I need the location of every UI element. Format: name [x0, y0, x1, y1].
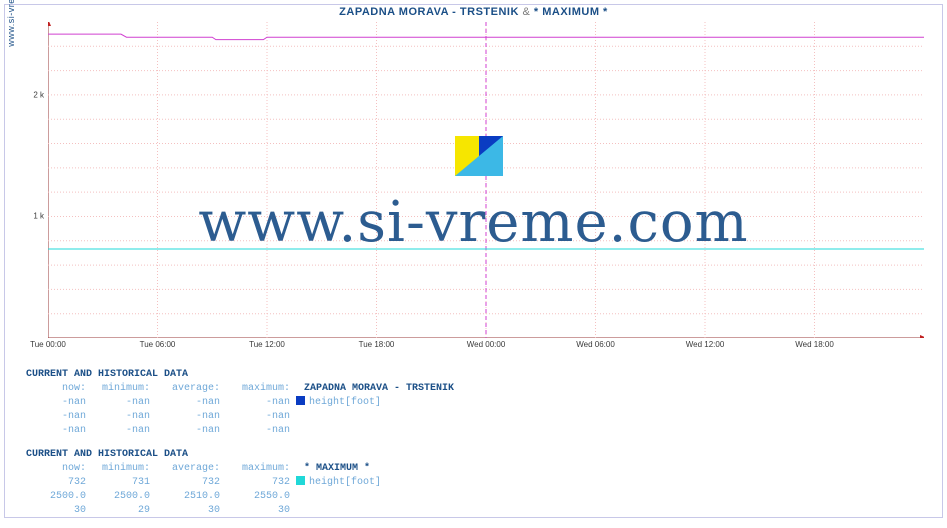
data-cell: -nan: [86, 396, 150, 410]
data-cell: 30: [26, 504, 86, 518]
x-tick-label: Tue 12:00: [249, 340, 285, 349]
data-row: -nan-nan-nan-nan: [26, 424, 927, 438]
data-row: 2500.02500.02510.02550.0: [26, 490, 927, 504]
data-cell: 732: [26, 476, 86, 490]
data-cell: 30: [150, 504, 220, 518]
data-cell: -nan: [220, 410, 290, 424]
data-cell: -nan: [220, 424, 290, 438]
data-cell: -nan: [86, 424, 150, 438]
col-header: average:: [150, 382, 220, 396]
data-row: -nan-nan-nan-nan: [26, 410, 927, 424]
data-cell: -nan: [26, 410, 86, 424]
x-tick-label: Tue 18:00: [359, 340, 395, 349]
x-tick-label: Tue 06:00: [140, 340, 176, 349]
data-columns: now:minimum:average:maximum:ZAPADNA MORA…: [26, 382, 927, 396]
col-header: maximum:: [220, 382, 290, 396]
data-cell: 2500.0: [26, 490, 86, 504]
x-tick-label: Wed 18:00: [795, 340, 834, 349]
data-cell: 2510.0: [150, 490, 220, 504]
data-cell: -nan: [26, 424, 86, 438]
x-tick-label: Wed 00:00: [467, 340, 506, 349]
x-tick-labels: Tue 00:00Tue 06:00Tue 12:00Tue 18:00Wed …: [48, 340, 924, 354]
data-block-header: CURRENT AND HISTORICAL DATA: [26, 448, 927, 462]
data-cell: 2500.0: [86, 490, 150, 504]
data-row: 732731732732height[foot]: [26, 476, 927, 490]
data-cell: 732: [150, 476, 220, 490]
x-tick-label: Wed 12:00: [686, 340, 725, 349]
data-cell: 29: [86, 504, 150, 518]
height-label: height[foot]: [290, 396, 381, 410]
col-header: minimum:: [86, 382, 150, 396]
plot-svg: [48, 22, 924, 338]
series-label: * MAXIMUM *: [290, 462, 370, 476]
col-header: maximum:: [220, 462, 290, 476]
data-cell: 732: [220, 476, 290, 490]
col-header: now:: [26, 382, 86, 396]
height-label: height[foot]: [290, 476, 381, 490]
data-row: 30293030: [26, 504, 927, 518]
title-ampersand: &: [522, 6, 530, 18]
data-cell: -nan: [150, 424, 220, 438]
title-left: ZAPADNA MORAVA - TRSTENIK: [339, 6, 519, 18]
data-columns: now:minimum:average:maximum:* MAXIMUM *: [26, 462, 927, 476]
y-tick-labels: 1 k 2 k: [16, 22, 44, 338]
col-header: average:: [150, 462, 220, 476]
plot-area: [48, 22, 924, 338]
y-tick-label: 1 k: [33, 212, 44, 221]
data-block: CURRENT AND HISTORICAL DATAnow:minimum:a…: [26, 448, 927, 518]
x-tick-label: Tue 00:00: [30, 340, 66, 349]
watermark-logo: [455, 136, 503, 176]
y-axis-label: www.si-vreme.com: [6, 0, 16, 85]
data-tables: CURRENT AND HISTORICAL DATAnow:minimum:a…: [26, 368, 927, 528]
chart-title: ZAPADNA MORAVA - TRSTENIK & * MAXIMUM *: [0, 6, 947, 18]
series-label: ZAPADNA MORAVA - TRSTENIK: [290, 382, 454, 396]
title-right: * MAXIMUM *: [534, 6, 608, 18]
legend-swatch: [296, 476, 305, 485]
col-header: minimum:: [86, 462, 150, 476]
data-cell: 2550.0: [220, 490, 290, 504]
y-tick-label: 2 k: [33, 90, 44, 99]
data-block: CURRENT AND HISTORICAL DATAnow:minimum:a…: [26, 368, 927, 438]
data-cell: 30: [220, 504, 290, 518]
data-row: -nan-nan-nan-nanheight[foot]: [26, 396, 927, 410]
data-block-header: CURRENT AND HISTORICAL DATA: [26, 368, 927, 382]
data-cell: -nan: [86, 410, 150, 424]
legend-swatch: [296, 396, 305, 405]
data-cell: -nan: [26, 396, 86, 410]
page: ZAPADNA MORAVA - TRSTENIK & * MAXIMUM * …: [0, 0, 947, 522]
data-cell: -nan: [220, 396, 290, 410]
data-cell: 731: [86, 476, 150, 490]
data-cell: -nan: [150, 410, 220, 424]
data-cell: -nan: [150, 396, 220, 410]
x-tick-label: Wed 06:00: [576, 340, 615, 349]
col-header: now:: [26, 462, 86, 476]
